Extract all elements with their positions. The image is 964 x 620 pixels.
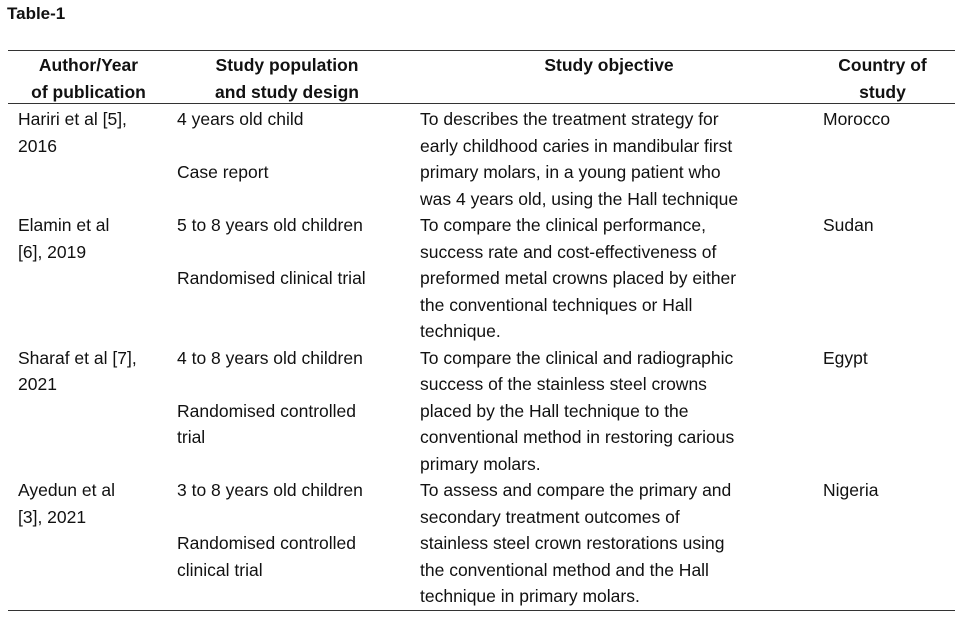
cell-text: primary molars, in a young patient who (420, 162, 721, 182)
cell-text: placed by the Hall technique to the (420, 400, 689, 421)
cell-text: was 4 years old, using the Hall techniqu… (420, 188, 739, 209)
cell-text: Randomised clinical trial (177, 268, 366, 288)
header-cell: Study objective (544, 55, 674, 75)
cell-text: conventional method in restoring carious (420, 427, 735, 447)
header-cell: of publication (31, 81, 146, 102)
cell-text: 3 to 8 years old children (177, 480, 363, 500)
cell-text: To compare the clinical performance, (420, 215, 706, 235)
table-bottom-rule (8, 610, 955, 611)
cell-text: Sudan (823, 215, 874, 235)
cell-text: early childhood caries in mandibular fir… (420, 135, 733, 156)
table-top-rule (8, 50, 955, 51)
cell-text: Nigeria (823, 480, 879, 500)
cell-text: secondary treatment outcomes of (420, 506, 680, 527)
header-cell: and study design (215, 81, 359, 102)
cell-text: Randomised controlled (177, 533, 356, 553)
cell-text: Egypt (823, 347, 868, 368)
cell-text: To assess and compare the primary and (420, 480, 732, 500)
cell-text: 2016 (18, 135, 57, 156)
cell-text: the conventional method and the Hall (420, 559, 709, 580)
cell-text: the conventional techniques or Hall (420, 294, 693, 315)
cell-text: [6], 2019 (18, 241, 87, 262)
cell-text: success of the stainless steel crowns (420, 374, 707, 394)
cell-text: [3], 2021 (18, 506, 87, 527)
header-cell: Author/Year (38, 55, 139, 75)
cell-text: Elamin et al (18, 215, 110, 235)
cell-text: To describes the treatment strategy for (420, 109, 719, 129)
cell-text: Hariri et al [5], (18, 109, 127, 129)
cell-text: stainless steel crown restorations using (420, 533, 725, 553)
cell-text: trial (177, 427, 206, 447)
cell-text: technique. (420, 321, 501, 341)
cell-text: Case report (177, 162, 269, 182)
header-rule (8, 103, 955, 104)
cell-text: success rate and cost-effectiveness of (420, 241, 717, 262)
table-title: Table-1 (7, 4, 66, 23)
header-cell: study (859, 81, 906, 102)
cell-text: preformed metal crowns placed by either (420, 268, 737, 288)
cell-text: 5 to 8 years old children (177, 215, 363, 235)
cell-text: Randomised controlled (177, 400, 356, 421)
header-cell: Country of (838, 55, 927, 75)
cell-text: 2021 (18, 374, 57, 394)
cell-text: clinical trial (177, 559, 263, 580)
cell-text: Ayedun et al (18, 480, 115, 500)
cell-text: Sharaf et al [7], (18, 347, 137, 368)
cell-text: 4 years old child (177, 109, 304, 129)
cell-text: technique in primary molars. (420, 586, 640, 606)
cell-text: To compare the clinical and radiographic (420, 347, 734, 368)
header-cell: Study population (215, 55, 359, 75)
cell-text: primary molars. (420, 453, 541, 474)
cell-text: 4 to 8 years old children (177, 347, 363, 368)
cell-text: Morocco (823, 109, 891, 129)
